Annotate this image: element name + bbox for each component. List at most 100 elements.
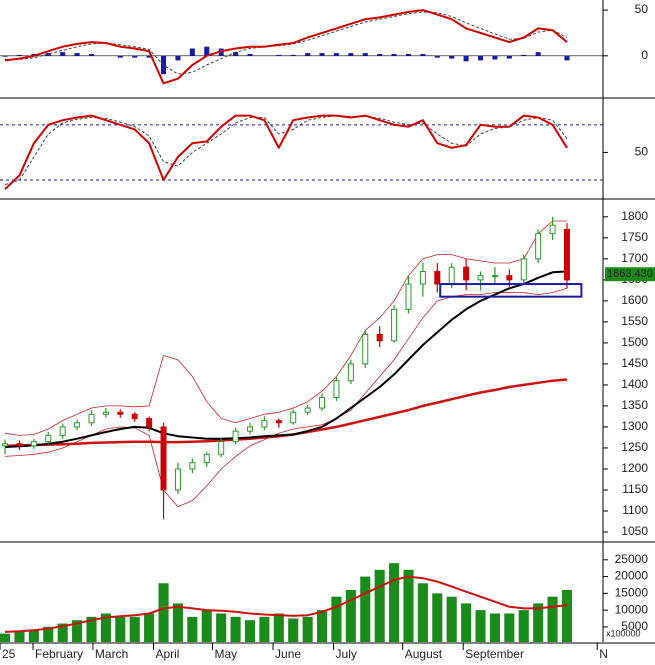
bar (273, 613, 284, 642)
bar (132, 55, 138, 58)
x-tick-label: June (275, 647, 301, 661)
bar (432, 593, 443, 642)
bar (316, 610, 328, 642)
bar (333, 53, 339, 56)
bar (0, 633, 11, 642)
bar (57, 623, 68, 642)
series-line (4, 287, 568, 508)
bar (417, 583, 428, 642)
candle-body (131, 413, 138, 420)
bar (463, 55, 469, 62)
bar (144, 613, 155, 642)
bar (259, 616, 270, 642)
candle-body (174, 468, 181, 491)
bar (247, 53, 253, 56)
y-tick-label: 1150 (622, 482, 648, 496)
candle-body (477, 275, 484, 281)
y-tick-label: 1700 (621, 251, 648, 265)
candle-body (189, 462, 196, 470)
bar (420, 53, 426, 56)
last-price-label: 1663.430 (607, 268, 653, 280)
candle-body (491, 275, 498, 278)
bar (461, 603, 472, 642)
y-tick-label: 15000 (615, 586, 649, 600)
candle-body (146, 418, 153, 428)
bar (117, 55, 123, 58)
candle-body (362, 333, 369, 365)
y-tick-label: 20000 (615, 569, 649, 583)
bar (158, 583, 169, 642)
bar (28, 630, 39, 642)
candle-body (290, 411, 297, 424)
x-tick-label: August (405, 647, 443, 661)
y-tick-label: 1600 (621, 293, 648, 307)
bar (244, 620, 256, 642)
y-tick-label: 1500 (621, 335, 648, 349)
candle-body (463, 266, 470, 281)
bar (305, 53, 311, 56)
bar (146, 55, 152, 58)
candle-body (405, 283, 412, 310)
candle-body (88, 413, 95, 424)
candle-body (535, 233, 542, 260)
bar (391, 53, 397, 56)
candle-body (448, 266, 455, 285)
candle-body (59, 426, 66, 436)
y-tick-label: 50 (635, 145, 649, 159)
x-tick-label: N (599, 647, 608, 661)
bar (175, 55, 181, 61)
y-tick-label: 1300 (621, 419, 648, 433)
bar (489, 613, 500, 642)
y-tick-label: 1400 (621, 377, 648, 391)
candle-body (160, 426, 167, 491)
x-tick-label: March (95, 647, 128, 661)
bar (2, 55, 8, 57)
y-tick-label: 1550 (621, 314, 648, 328)
bar (74, 53, 80, 56)
y-tick-label: 0 (641, 48, 648, 62)
bar (535, 52, 541, 56)
y-tick-label: 1250 (621, 440, 648, 454)
y-tick-label: 1750 (621, 230, 648, 244)
bar (43, 626, 54, 642)
x-tick-label: April (155, 647, 179, 661)
bar (521, 54, 527, 56)
series-line (4, 115, 568, 186)
x-tick-label: 25 (2, 647, 16, 661)
candle-body (304, 407, 311, 413)
candle-body (232, 430, 239, 443)
bar (16, 54, 22, 56)
bar (446, 596, 457, 642)
candle-body (203, 453, 210, 464)
highlight-box (439, 283, 583, 298)
candle-body (16, 443, 23, 447)
x-tick-label: February (35, 647, 83, 661)
bar (561, 589, 573, 642)
bar (475, 610, 486, 642)
candle-body (74, 422, 81, 428)
bar (345, 589, 356, 642)
candle-body (434, 270, 441, 285)
y-tick-label: 1450 (621, 356, 648, 370)
candle-body (520, 258, 527, 281)
y-tick-label: 50 (635, 2, 649, 16)
y-tick-label: 1350 (621, 398, 648, 412)
bar (533, 603, 544, 642)
bar (115, 616, 126, 642)
bar (88, 53, 95, 56)
y-tick-label: 5000 (621, 619, 648, 633)
bar (492, 55, 498, 60)
bar (172, 603, 183, 642)
bar (187, 616, 198, 642)
bar (302, 616, 313, 642)
series-line (4, 270, 568, 449)
bar (547, 596, 558, 642)
bar (276, 54, 282, 56)
bar (518, 610, 529, 642)
x-tick-label: September (465, 647, 524, 661)
candle-body (549, 224, 556, 235)
bar (72, 620, 83, 642)
y-tick-label: 25000 (615, 552, 649, 566)
bar (100, 613, 111, 642)
bar (201, 610, 212, 642)
